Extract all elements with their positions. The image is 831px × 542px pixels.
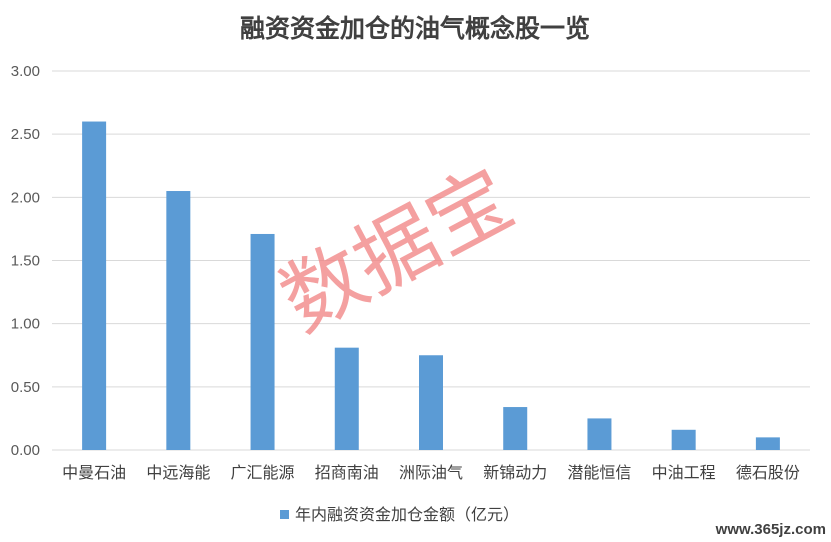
x-category-label: 洲际油气 [399, 463, 463, 482]
y-tick-label: 2.00 [11, 189, 40, 206]
x-category-label: 中曼石油 [62, 463, 126, 482]
y-tick-label: 2.50 [11, 126, 40, 143]
y-tick-label: 3.00 [11, 63, 40, 80]
y-tick-label: 1.00 [11, 316, 40, 333]
x-category-label: 潜能恒信 [567, 463, 631, 482]
legend-label: 年内融资资金加仓金额（亿元） [295, 505, 519, 524]
x-category-label: 新锦动力 [483, 463, 547, 482]
bars [82, 121, 780, 451]
x-axis-category-labels: 中曼石油 中远海能 广汇能源 招商南油 洲际油气 新锦动力 潜能恒信 中油工程 德石股份 [62, 463, 800, 482]
x-category-label: 中远海能 [146, 463, 210, 482]
bar [587, 418, 612, 450]
x-category-label: 招商南油 [315, 463, 379, 482]
bar [755, 437, 780, 450]
bar [334, 347, 359, 450]
y-tick-label: 0.50 [11, 379, 40, 396]
legend: 年内融资资金加仓金额（亿元） [280, 505, 519, 524]
x-category-label: 广汇能源 [231, 463, 295, 482]
y-tick-label: 0.00 [11, 442, 40, 459]
bar [671, 429, 696, 450]
bar [82, 121, 107, 451]
bar [166, 191, 191, 450]
watermark-logo: 数据宝 [266, 151, 528, 350]
y-axis-tick-labels: 0.00 0.50 1.00 1.50 2.00 2.50 3.00 [11, 63, 40, 459]
chart-title: 融资资金加仓的油气概念股一览 [240, 14, 590, 43]
legend-swatch [280, 510, 289, 519]
bar [419, 355, 443, 450]
footer-url: www.365jz.com [715, 521, 826, 538]
bar [250, 233, 275, 450]
y-tick-label: 1.50 [11, 253, 40, 270]
x-category-label: 中油工程 [652, 463, 716, 482]
x-category-label: 德石股份 [736, 463, 800, 482]
bar [503, 407, 528, 450]
